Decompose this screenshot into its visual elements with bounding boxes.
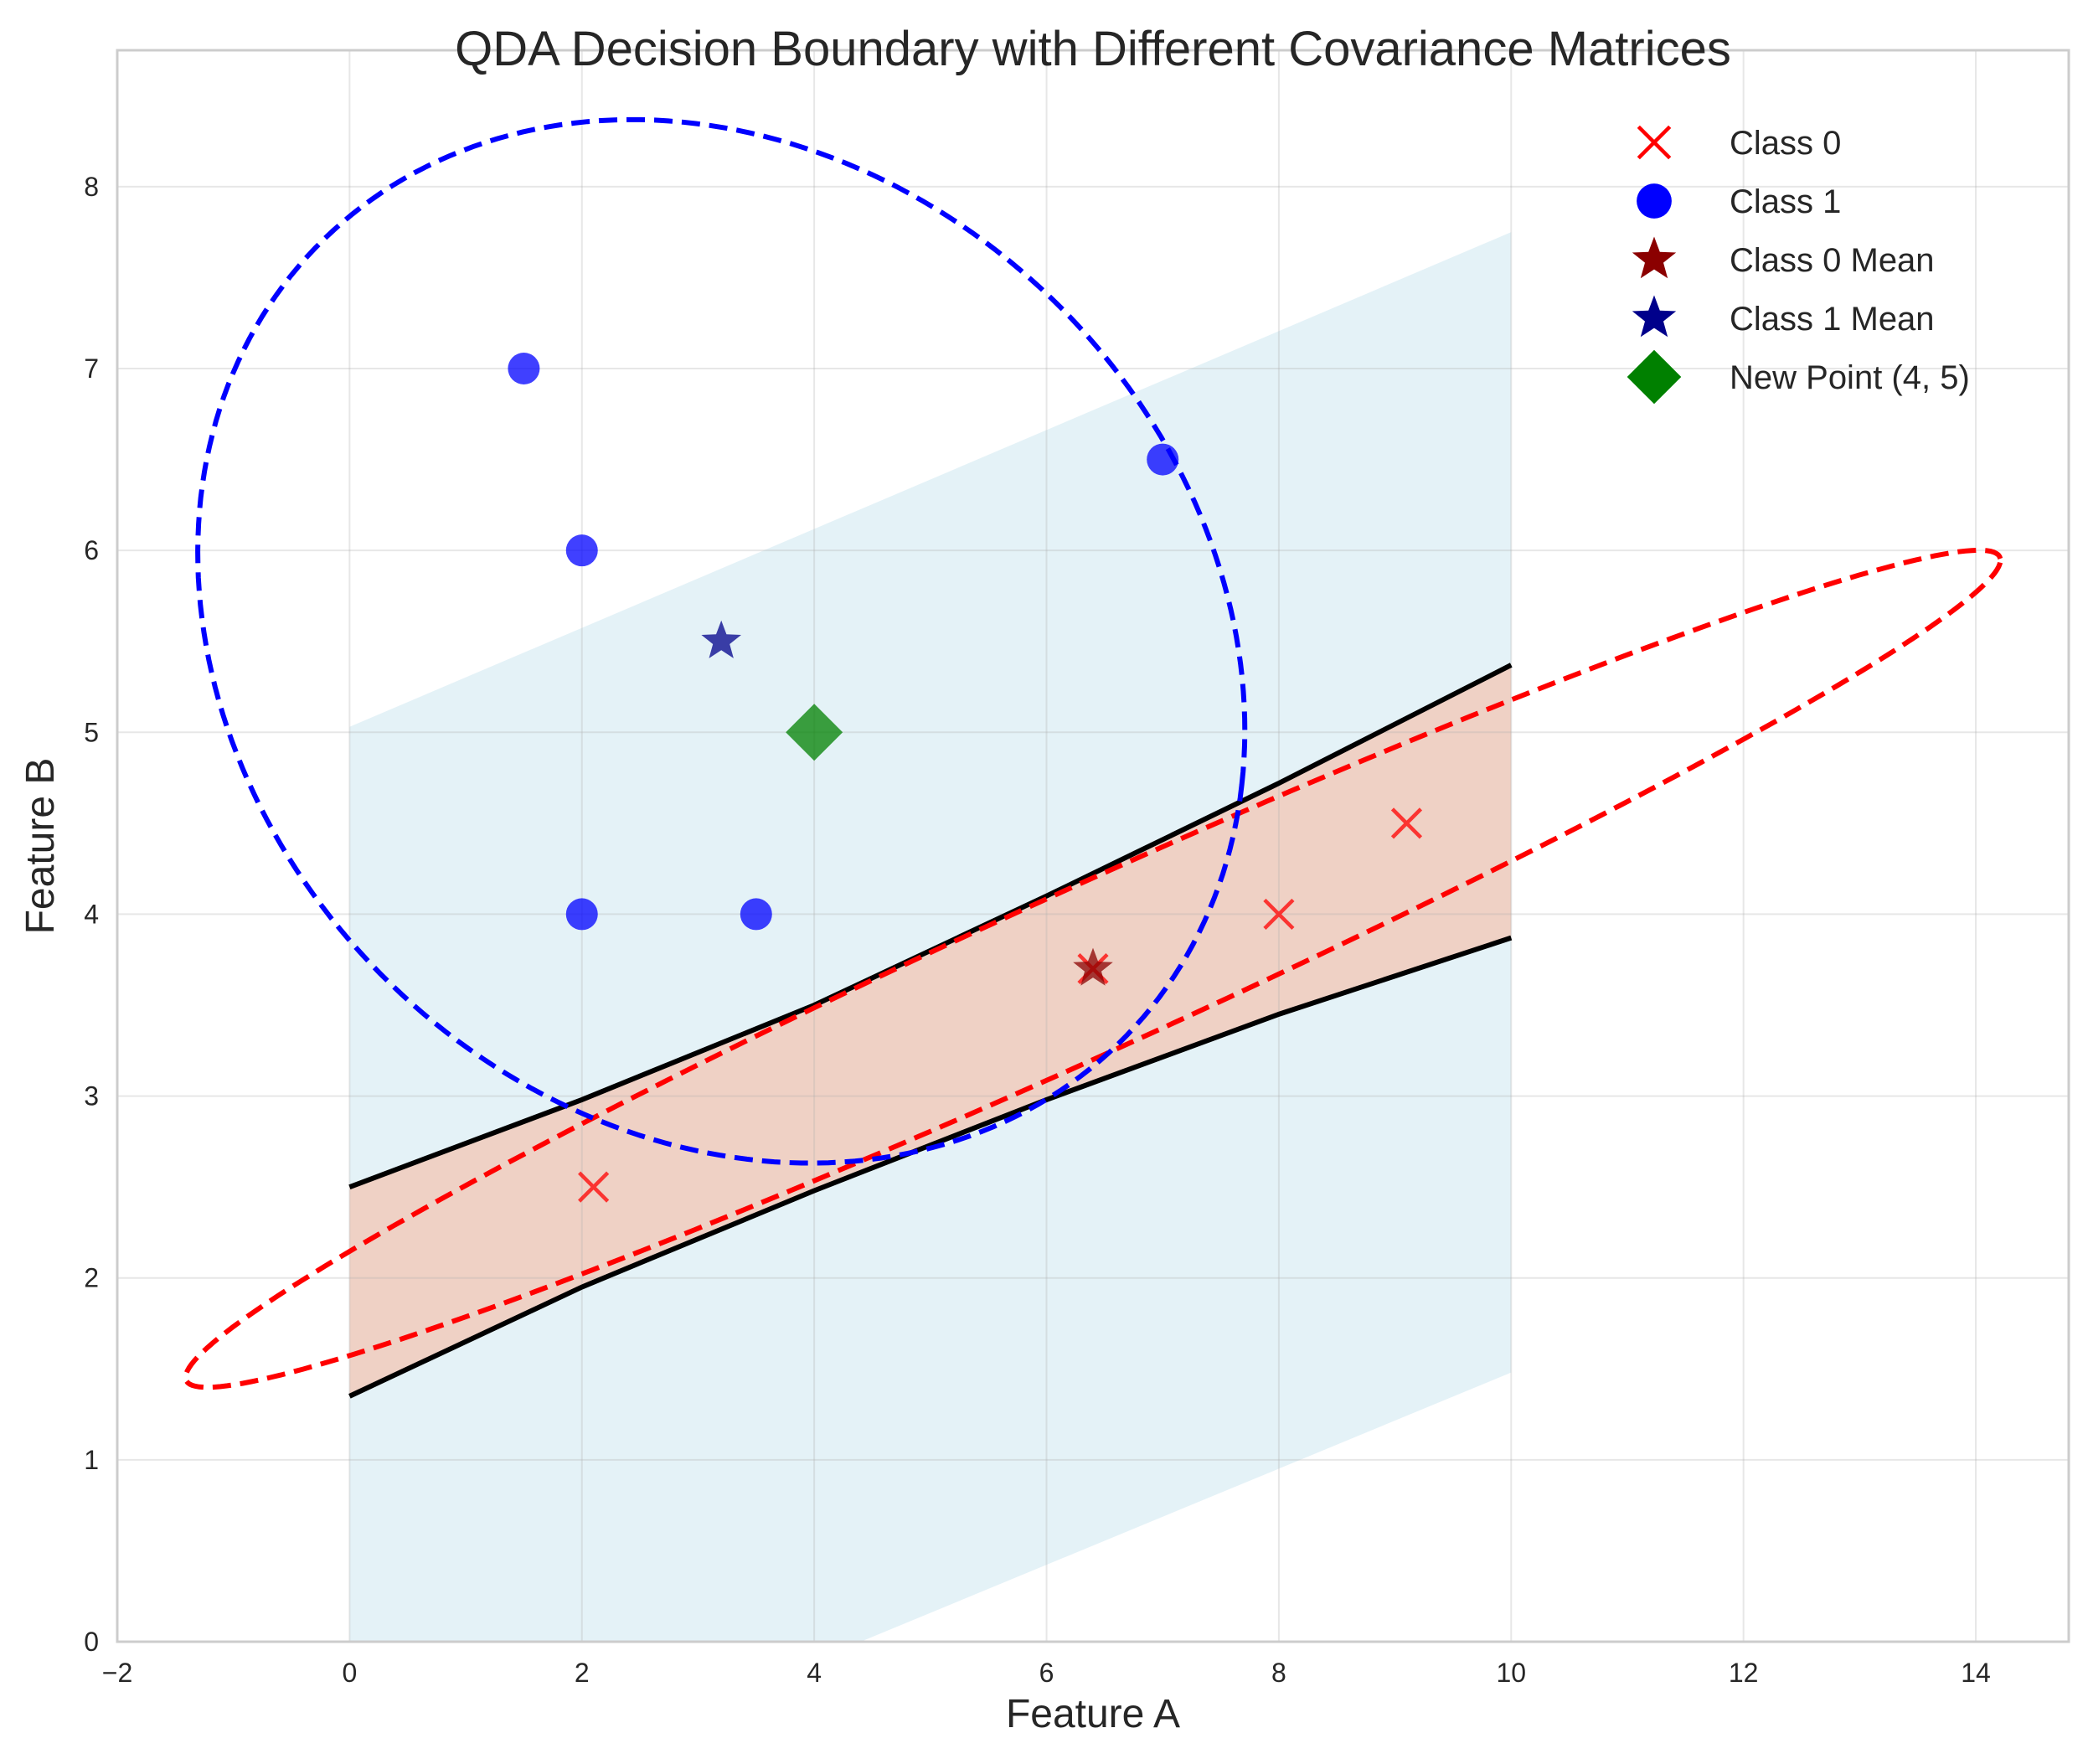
y-axis-label: Feature B [18,758,63,935]
class-1-point [740,898,772,931]
chart-title: QDA Decision Boundary with Different Cov… [455,22,1731,76]
class-0-point [1390,807,1423,839]
legend-label-class-0-mean: Class 0 Mean [1730,242,1935,279]
y-tick-label: 1 [84,1445,99,1475]
decision-region-class-0 [349,664,1512,1396]
class-0-point [578,1171,610,1203]
legend-marker-new-point-4-5 [1627,349,1682,405]
x-tick-label: 4 [807,1658,822,1688]
legend-label-class-0: Class 0 [1730,125,1841,162]
x-tick-label: −2 [102,1658,132,1688]
x-axis-label: Feature A [1006,1692,1180,1736]
y-tick-label: 2 [84,1263,99,1293]
legend-label-new-point-4-5: New Point (4, 5) [1730,359,1970,396]
y-tick-label: 7 [84,353,99,384]
legend-marker-class-1 [1637,183,1672,219]
plot-frame [116,49,2070,1643]
legend-label-class-1-mean: Class 1 Mean [1730,301,1935,338]
decision-boundary-lower [348,935,1513,1399]
legend-marker-class-0-mean [1632,236,1677,279]
x-tick-label: 2 [575,1658,590,1688]
class-1-point [565,534,598,567]
legend-marker-class-0 [1637,125,1672,160]
x-tick-label: 8 [1271,1658,1286,1688]
x-tick-label: 12 [1729,1658,1759,1688]
legend: Class 0 Class 1 Class 0 Mean Class 1 Mean Ne… [1627,125,1970,405]
y-tick-label: 4 [84,899,99,929]
new-point-4-5-point [786,704,843,761]
x-tick-label: 0 [342,1658,357,1688]
covariance-ellipse-class-1 [195,116,1248,1166]
legend-label-class-1: Class 1 [1730,183,1841,220]
class-1-mean-point [701,620,741,658]
class-0-mean-point [1073,947,1113,986]
y-tick-label: 8 [84,172,99,202]
x-tick-label: 6 [1039,1658,1054,1688]
class-1-point [508,353,540,384]
class-0-point [1263,898,1295,931]
y-tick-label: 3 [84,1081,99,1112]
y-tick-label: 6 [84,535,99,565]
class-1-point [565,898,598,931]
x-tick-label: 14 [1961,1658,1991,1688]
x-tick-label: 10 [1496,1658,1526,1688]
y-tick-label: 0 [84,1627,99,1657]
y-tick-label: 5 [84,717,99,747]
class-1-point [1147,443,1179,476]
decision-region-class-1 [349,232,1512,1643]
legend-marker-class-1-mean [1632,295,1677,338]
